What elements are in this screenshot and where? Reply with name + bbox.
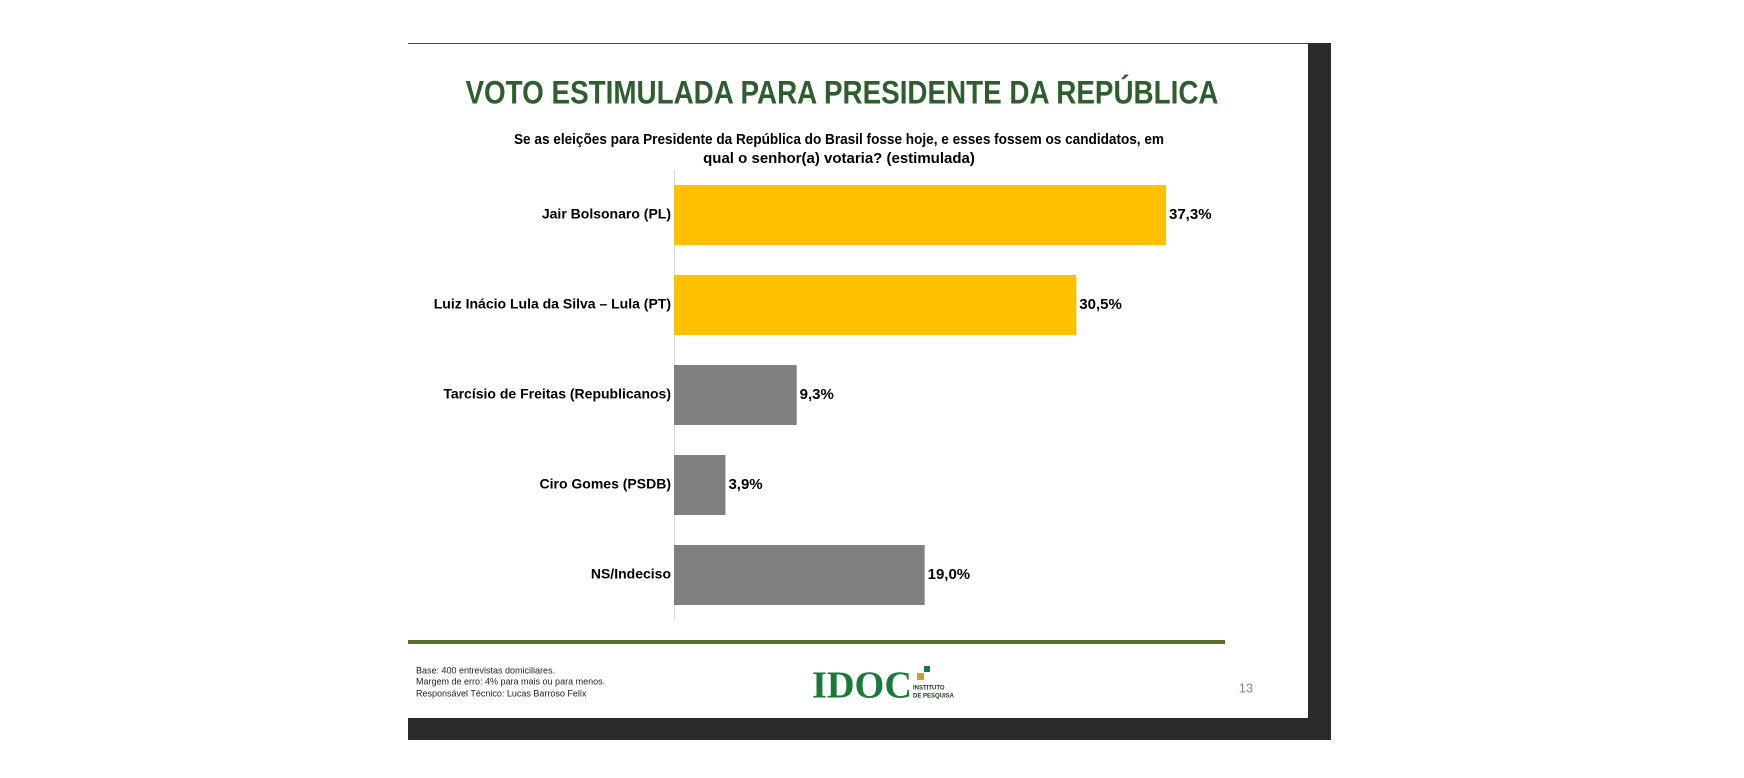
- category-label: Luiz Inácio Lula da Silva – Lula (PT): [434, 296, 671, 312]
- page-number: 13: [1239, 680, 1253, 695]
- logo-icon: [917, 673, 924, 680]
- value-label: 37,3%: [1169, 206, 1212, 223]
- value-label: 30,5%: [1079, 296, 1122, 313]
- bar: [674, 365, 797, 425]
- footer-note: Margem de erro: 4% para mais ou para men…: [416, 676, 605, 686]
- category-label: NS/Indeciso: [591, 566, 671, 582]
- category-label: Tarcísio de Freitas (Republicanos): [443, 386, 671, 402]
- logo: IDOC: [812, 665, 912, 707]
- category-label: Jair Bolsonaro (PL): [542, 206, 671, 222]
- logo-subtitle: INSTITUTO: [913, 686, 945, 692]
- chart-subtitle: qual o senhor(a) votaria? (estimulada): [703, 150, 975, 167]
- logo-icon: [924, 666, 930, 672]
- value-label: 19,0%: [928, 566, 971, 583]
- slide-shadow: [1308, 43, 1331, 740]
- value-label: 9,3%: [800, 386, 834, 403]
- category-label: Ciro Gomes (PSDB): [540, 476, 671, 492]
- footer-note: Base: 400 entrevistas domiciliares.: [416, 665, 555, 675]
- slide-shadow: [408, 718, 1331, 740]
- bar: [674, 185, 1166, 245]
- slide: [408, 43, 1308, 718]
- bar: [674, 275, 1077, 335]
- bar: [674, 545, 925, 605]
- bar: [674, 455, 726, 515]
- logo-subtitle: DE PESQUISA: [913, 694, 955, 700]
- footer-note: Responsável Técnico: Lucas Barroso Felix: [416, 688, 587, 698]
- value-label: 3,9%: [728, 476, 762, 493]
- chart-title: VOTO ESTIMULADA PARA PRESIDENTE DA REPÚB…: [466, 74, 1219, 110]
- chart-subtitle: Se as eleições para Presidente da Repúbl…: [514, 131, 1164, 148]
